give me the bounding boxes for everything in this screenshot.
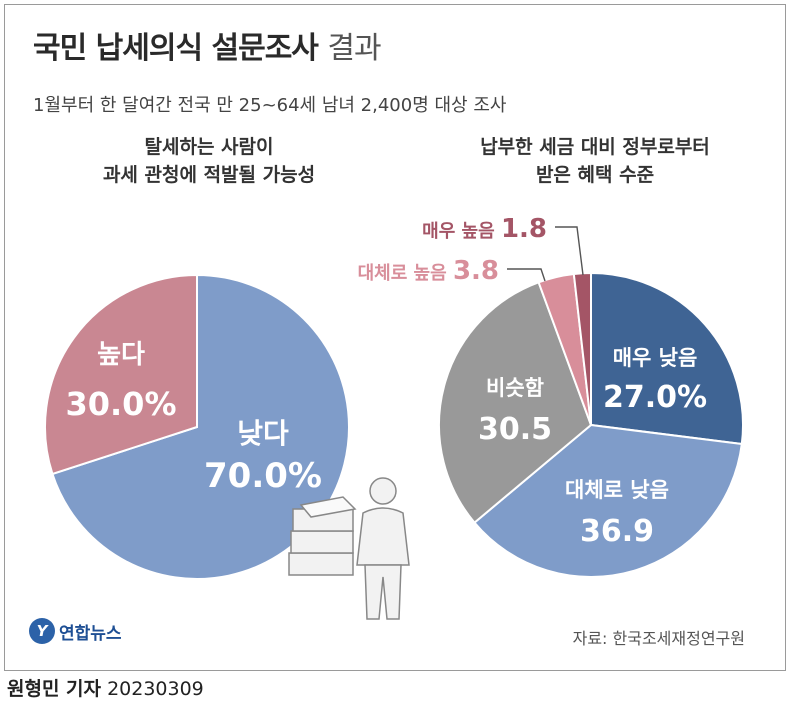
infographic-frame: 국민 납세의식 설문조사 결과 1월부터 한 달여간 전국 만 25~64세 남… (4, 4, 786, 671)
pie-1-slice-2-label: 비슷함 (486, 376, 544, 400)
left-chart-title: 탈세하는 사람이 과세 관청에 적발될 가능성 (59, 133, 359, 189)
pie-1-slice-3-label: 대체로 높음 (358, 263, 453, 284)
figure-head (369, 477, 397, 505)
pie-1-slice-3-callout: 대체로 높음 3.8 (358, 256, 499, 286)
left-chart-title-line-1: 탈세하는 사람이 (144, 136, 274, 158)
logo-icon: Y (29, 618, 55, 644)
subtitle: 1월부터 한 달여간 전국 만 25~64세 남녀 2,400명 대상 조사 (33, 95, 507, 116)
page-title: 국민 납세의식 설문조사 결과 (33, 23, 382, 67)
pie-1-slice-1 (473, 423, 743, 578)
pie-1-slice-3-leader-line (507, 268, 546, 282)
pie-1-slice-2-value: 30.5 (478, 412, 552, 447)
paper-stack-middle (290, 530, 354, 554)
pie-0-slice-0-label: 낮다 (237, 417, 289, 450)
reporter: 원형민 기자 (7, 678, 102, 700)
pie-1-slice-0 (590, 271, 744, 446)
figure-body (356, 507, 410, 566)
left-chart-title-line-2: 과세 관청에 적발될 가능성 (102, 164, 316, 186)
pie-1-slice-4-label: 매우 높음 (422, 221, 501, 242)
pie-1-slice-1-label: 대체로 낮음 (565, 478, 669, 502)
credit-line: 원형민 기자 20230309 (7, 674, 204, 701)
pie-1-slice-4-callout: 매우 높음 1.8 (422, 214, 547, 244)
logo-text: 연합뉴스 (59, 623, 122, 644)
tax-official-figure (288, 477, 410, 620)
pie-0-slice-1 (44, 273, 198, 476)
pie-0-slice-1-value: 30.0% (65, 385, 176, 423)
figure-legs (364, 564, 402, 620)
charts-canvas: 낮다 70.0% 높다 30.0% 매우 낮음 27.0% 대체로 낮음 36.9 비슷함 30.… (44, 214, 744, 620)
publish-date: 20230309 (107, 678, 204, 700)
pie-1-slice-0-value: 27.0% (603, 380, 707, 415)
title-suffix: 결과 (327, 31, 381, 66)
right-chart-title-line-1: 납부한 세금 대비 정부로부터 (480, 136, 710, 158)
pie-1-slice-4-value: 1.8 (501, 214, 547, 244)
pie-1-slice-4-leader-line (555, 226, 584, 276)
pie-1-slice-3-value: 3.8 (453, 256, 499, 286)
loose-paper (299, 496, 357, 518)
pie-0-slice-1-label: 높다 (97, 340, 145, 370)
logo: Y 연합뉴스 (29, 618, 122, 644)
title-main: 국민 납세의식 설문조사 (33, 31, 319, 66)
source-note: 자료: 한국조세재정연구원 (572, 629, 745, 648)
pie-0-slice-0-value: 70.0% (204, 456, 322, 496)
pie-1-slice-0-label: 매우 낮음 (613, 346, 698, 370)
pie-1-slice-2 (438, 281, 593, 525)
right-chart-title-line-2: 받은 혜택 수준 (535, 164, 655, 186)
pie-1-slice-1-value: 36.9 (580, 514, 654, 549)
paper-stack-bottom (288, 552, 354, 576)
right-chart-title: 납부한 세금 대비 정부로부터 받은 혜택 수준 (435, 133, 755, 189)
